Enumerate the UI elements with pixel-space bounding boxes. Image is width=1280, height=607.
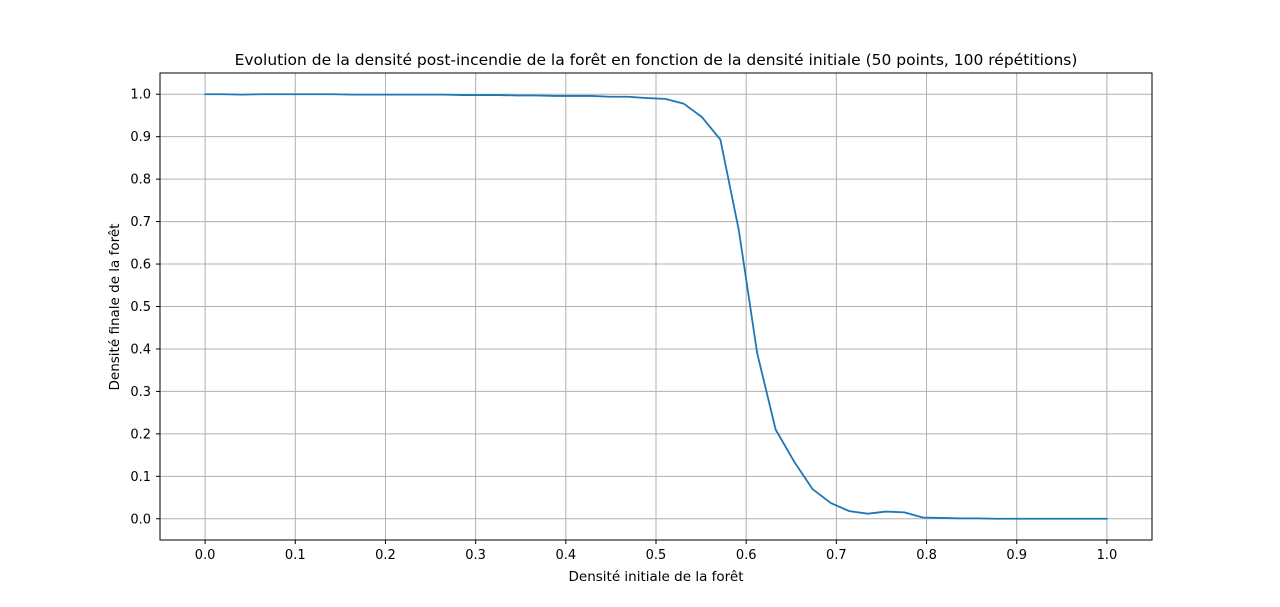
x-axis-label: Densité initiale de la forêt xyxy=(569,569,744,585)
x-tick-label: 0.7 xyxy=(826,548,847,563)
grid xyxy=(160,73,1152,540)
axis-ticks: 0.0 0.1 0.2 0.3 0.4 0.5 0.6 0.7 0.8 0.9 1.0 0.0 0.1 0… xyxy=(130,88,1117,563)
x-tick-label: 0.8 xyxy=(916,548,937,563)
y-tick-label: 0.8 xyxy=(130,173,151,188)
y-tick-label: 0.7 xyxy=(130,215,151,230)
y-tick-label: 1.0 xyxy=(130,88,151,103)
x-tick-label: 0.4 xyxy=(555,548,576,563)
x-tick-label: 0.3 xyxy=(465,548,486,563)
chart-title: Evolution de la densité post-incendie de… xyxy=(235,51,1078,69)
y-tick-label: 0.9 xyxy=(130,130,151,145)
y-tick-label: 0.6 xyxy=(130,258,151,273)
series-layer xyxy=(204,93,1108,520)
x-tick-label: 1.0 xyxy=(1097,548,1118,563)
y-axis-label: Densité finale de la forêt xyxy=(107,224,123,391)
x-tick-label: 0.1 xyxy=(285,548,306,563)
x-tick-label: 0.0 xyxy=(195,548,216,563)
y-tick-label: 0.5 xyxy=(130,300,151,315)
x-tick-label: 0.5 xyxy=(646,548,667,563)
y-tick-label: 0.2 xyxy=(130,427,151,442)
series-line xyxy=(204,93,1108,520)
y-tick-label: 0.0 xyxy=(130,512,151,527)
x-tick-label: 0.2 xyxy=(375,548,396,563)
y-tick-label: 0.4 xyxy=(130,342,151,357)
x-tick-label: 0.6 xyxy=(736,548,757,563)
y-tick-label: 0.3 xyxy=(130,385,151,400)
x-tick-label: 0.9 xyxy=(1006,548,1027,563)
y-tick-label: 0.1 xyxy=(130,470,151,485)
